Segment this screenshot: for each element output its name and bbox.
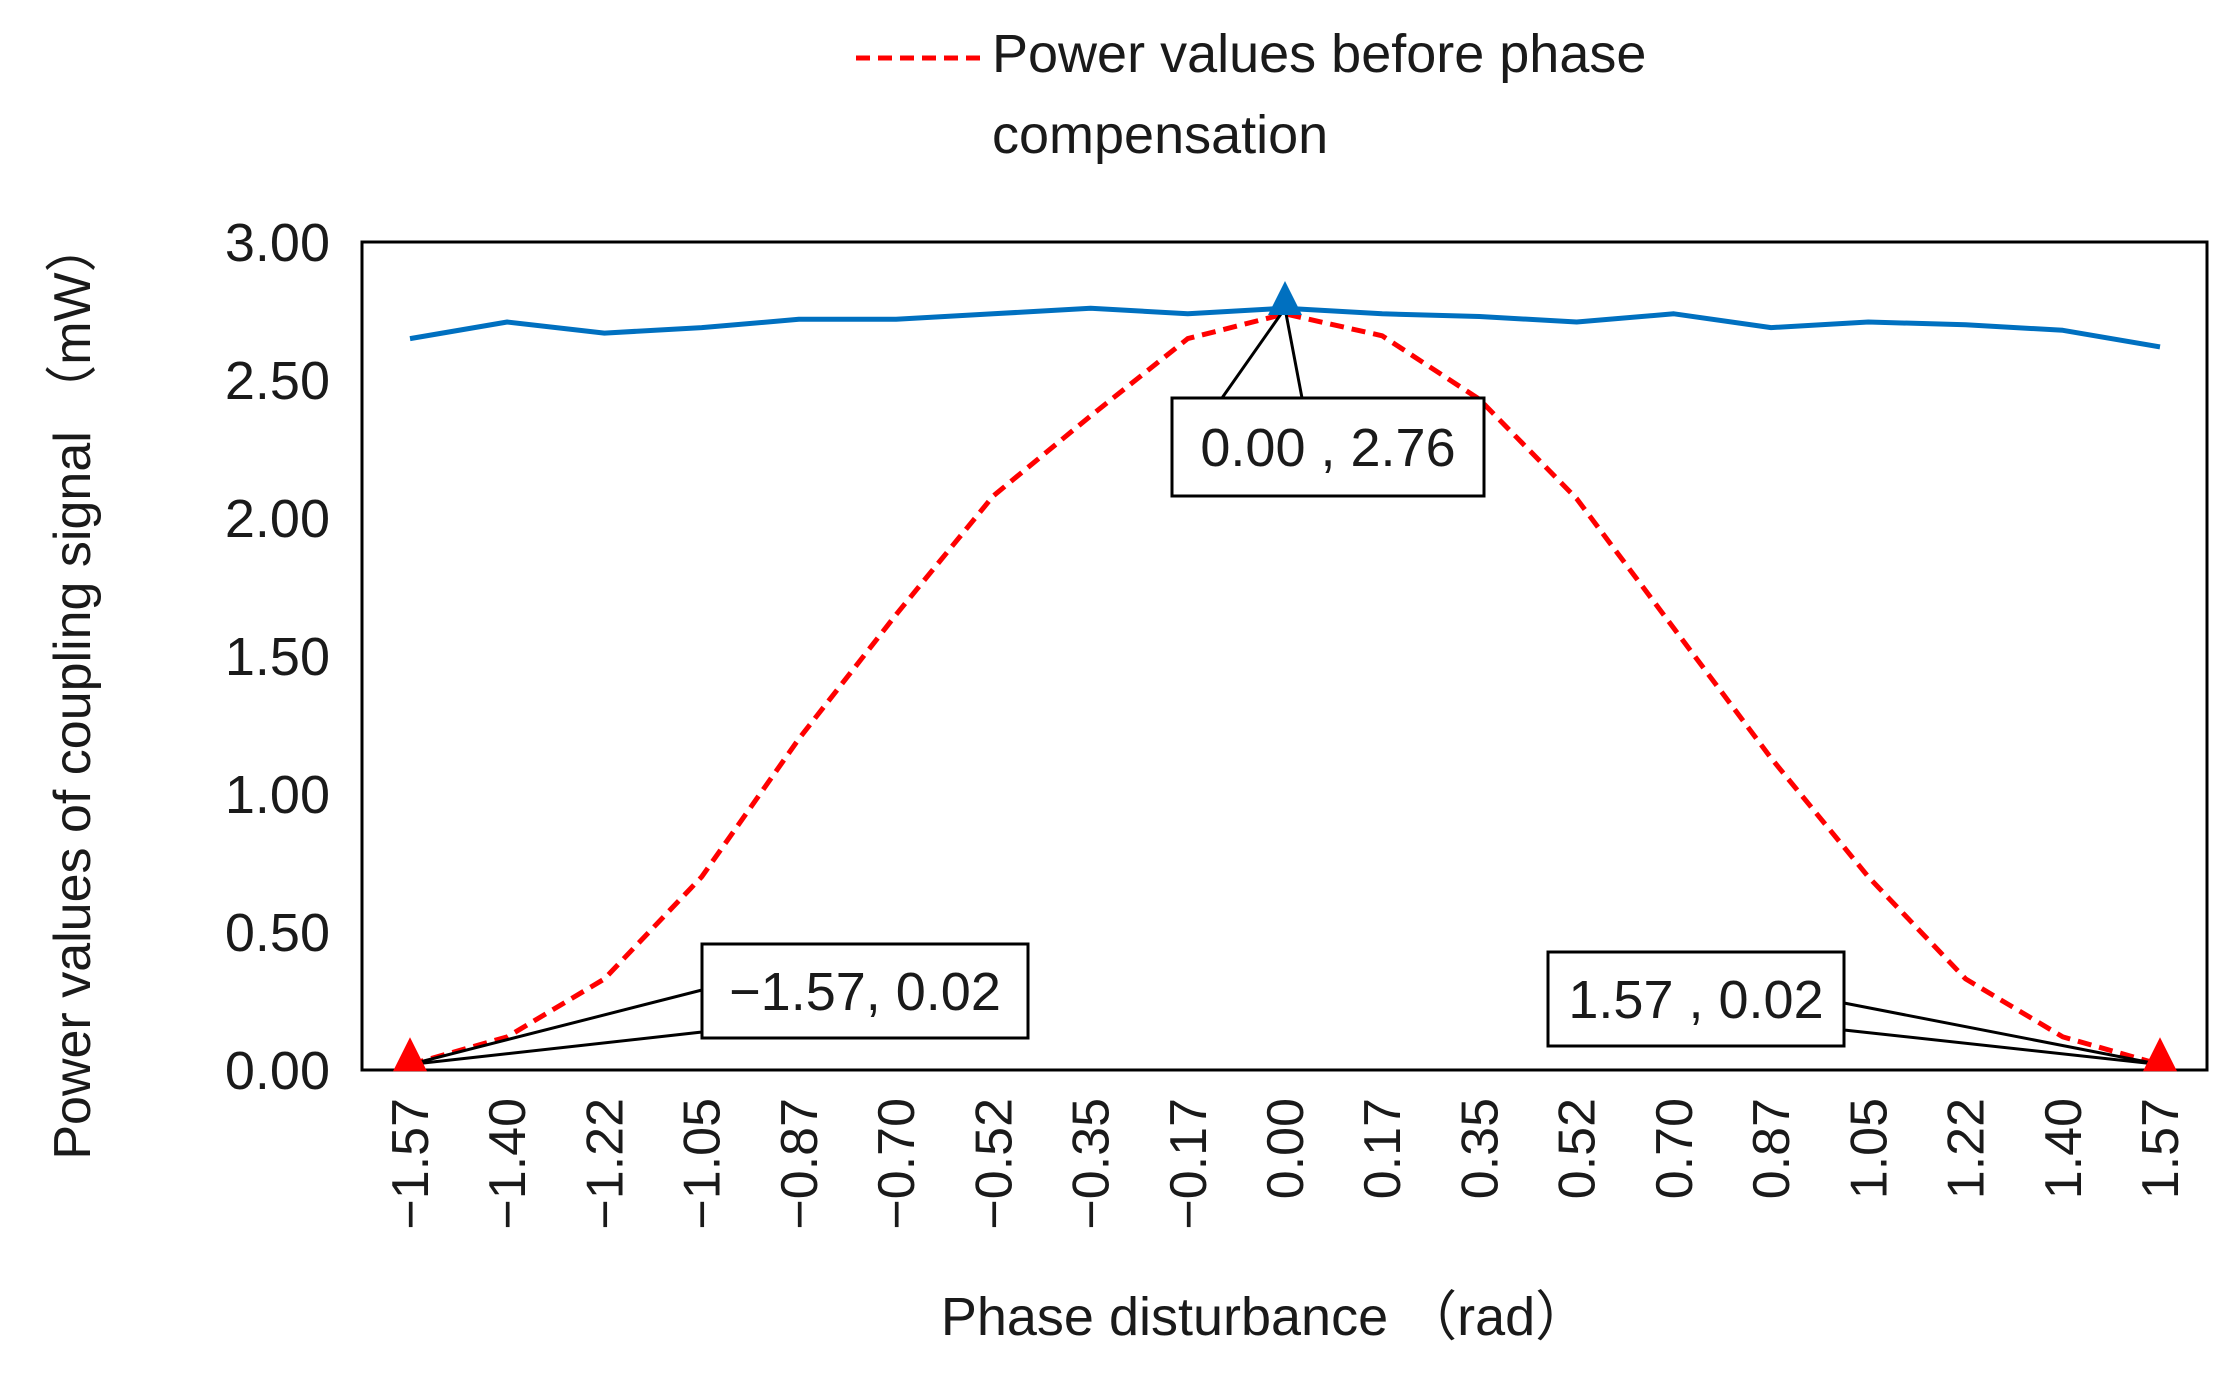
x-tick-label: 0.87 <box>1743 1098 1801 1199</box>
x-tick-label: 1.40 <box>2035 1098 2093 1199</box>
legend-label-line-1: Power values before phase <box>992 24 1646 84</box>
x-tick-label: −1.05 <box>674 1098 732 1230</box>
y-tick-label: 0.00 <box>225 1041 330 1101</box>
x-tick-label: −0.35 <box>1063 1098 1121 1230</box>
x-tick-label: 0.00 <box>1257 1098 1315 1199</box>
annotation-pointer <box>1842 1001 2161 1066</box>
x-tick-label: 1.05 <box>1840 1098 1898 1199</box>
annotation-box <box>1170 396 1486 498</box>
annotation-box <box>700 942 1030 1040</box>
y-tick-label: 2.00 <box>225 489 330 549</box>
x-tick-label: 1.22 <box>1938 1098 1996 1199</box>
legend-label-line-2: compensation <box>992 105 1328 165</box>
x-tick-label: 1.57 <box>2132 1098 2190 1199</box>
y-tick-label: 1.00 <box>225 765 330 825</box>
y-tick-label: 3.00 <box>225 213 330 273</box>
y-tick-label: 1.50 <box>225 627 330 687</box>
x-tick-label: −1.57 <box>382 1098 440 1230</box>
x-tick-label: −1.40 <box>479 1098 537 1230</box>
plot-area <box>360 240 2209 1072</box>
x-tick-label: −0.17 <box>1160 1098 1218 1230</box>
annotation-pointer <box>1219 304 1304 400</box>
series-line-before-compensation <box>409 311 2161 1067</box>
legend: Power values before phase compensation <box>856 24 1646 165</box>
annotation-marker <box>2143 1037 2177 1072</box>
y-ticks: 0.00 0.50 1.00 1.50 2.00 2.50 3.00 <box>225 213 330 1101</box>
x-tick-label: −0.87 <box>771 1098 829 1230</box>
x-tick-label: −1.22 <box>576 1098 634 1230</box>
annotation-label: 0.00 , 2.76 <box>1200 418 1455 478</box>
x-axis-label: Phase disturbance （rad） <box>941 1287 1589 1347</box>
x-tick-label: 0.70 <box>1646 1098 1704 1199</box>
x-tick-label: −0.52 <box>965 1098 1023 1230</box>
x-tick-label: −0.70 <box>868 1098 926 1230</box>
annotation-label: 1.57 , 0.02 <box>1568 970 1823 1030</box>
x-tick-label: 0.17 <box>1354 1098 1412 1199</box>
y-tick-label: 2.50 <box>225 351 330 411</box>
y-tick-label: 0.50 <box>225 903 330 963</box>
annotation-marker <box>393 1037 427 1072</box>
x-tick-label: 0.52 <box>1549 1098 1607 1199</box>
annotation-label: −1.57, 0.02 <box>729 962 1001 1022</box>
annotation-pointer <box>409 988 704 1066</box>
annotations: 0.00 , 2.76 −1.57, 0.02 1.57 , 0.02 <box>393 281 2177 1072</box>
y-axis-label: Power values of coupling signal （mW） <box>44 220 102 1159</box>
annotation-box <box>1546 950 1846 1048</box>
annotation-marker <box>1268 281 1302 316</box>
x-tick-label: 0.35 <box>1451 1098 1509 1199</box>
x-ticks: −1.57 −1.40 −1.22 −1.05 −0.87 −0.70 −0.52 −0.35… <box>382 1098 2190 1230</box>
